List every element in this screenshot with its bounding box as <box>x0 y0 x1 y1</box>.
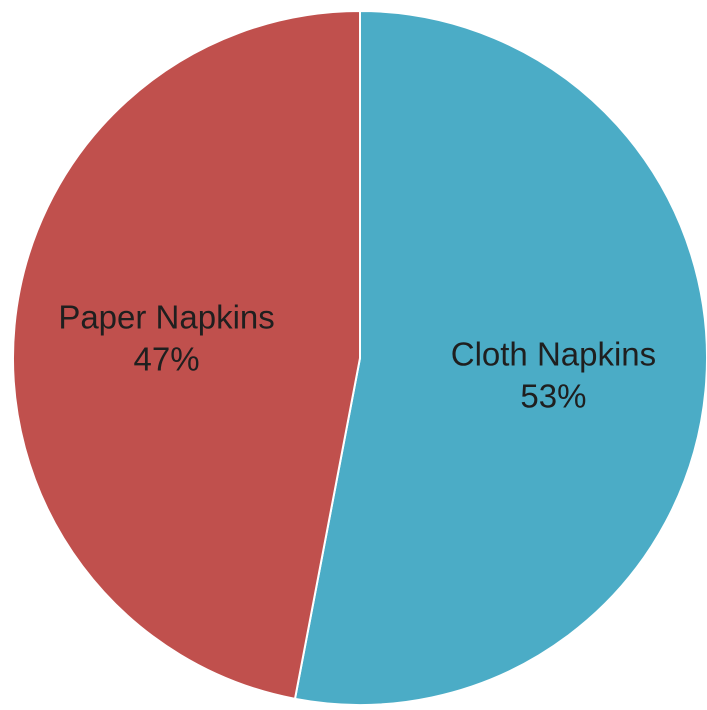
pie-label-category: Cloth Napkins <box>451 335 656 372</box>
pie-slice-cloth-napkins <box>293 9 707 706</box>
pie-label-percentage: 47% <box>134 341 200 378</box>
pie-label-category: Paper Napkins <box>58 299 274 336</box>
pie-labels: Cloth Napkins 53% Paper Napkins 47% <box>58 299 656 415</box>
pie-slices <box>12 9 707 706</box>
pie-slice-paper-napkins <box>12 9 361 701</box>
pie-label-percentage: 53% <box>520 377 586 414</box>
pie-label-cloth-napkins: Cloth Napkins 53% <box>451 335 656 414</box>
pie-label-paper-napkins: Paper Napkins 47% <box>58 299 274 378</box>
